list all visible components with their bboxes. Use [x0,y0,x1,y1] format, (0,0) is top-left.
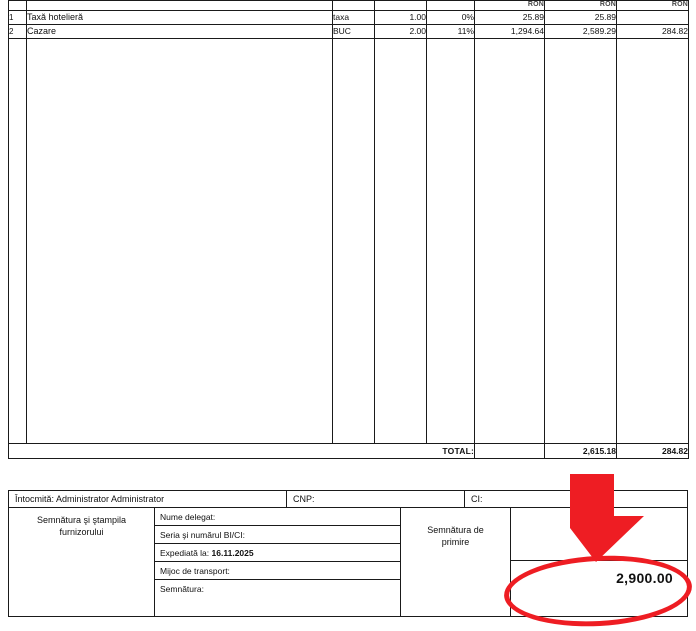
header-blank-qty [374,0,427,11]
empty-um [332,38,375,444]
supplier-signature-line1: Semnătura şi ştampila [36,515,127,525]
row-quantity: 1.00 [374,10,427,25]
total-divider [511,560,687,561]
empty-vat [616,38,689,444]
intocmita-cell: Întocmită: Administrator Administrator [9,491,287,507]
receipt-signature-line2: primire [441,537,470,547]
total-spacer [474,443,545,459]
row-quantity: 2.00 [374,24,427,39]
delegate-shipped-row: Expediată la: 16.11.2025 [155,544,400,562]
empty-qty [374,38,427,444]
intocmita-value: Administrator Administrator [56,494,165,504]
invoice-footer: Întocmită: Administrator Administrator C… [8,490,688,617]
total-payment-amount: 2,900.00 [616,570,673,586]
invoice-items-section: RON RON RON 1 Taxă hotelieră taxa 1.00 0… [8,0,689,459]
header-blank-desc [26,0,333,11]
empty-tva [426,38,475,444]
row-vat-value [616,10,689,25]
row-unit-price: 1,294.64 [474,24,545,39]
cnp-cell: CNP: [287,491,465,507]
empty-value [544,38,617,444]
table-row: 2 Cazare BUC 2.00 11% 1,294.64 2,589.29 … [8,24,689,39]
supplier-signature-line2: furnizorului [59,527,104,537]
empty-price [474,38,545,444]
intocmita-label: Întocmită: [15,494,55,504]
table-currency-header-row: RON RON RON [8,0,689,11]
footer-top-row: Întocmită: Administrator Administrator C… [9,491,687,508]
table-empty-space [8,38,689,444]
receipt-signature-line1: Semnătura de [427,525,484,535]
row-value: 25.89 [544,10,617,25]
row-description: Cazare [26,24,333,39]
row-value: 2,589.29 [544,24,617,39]
total-vat-value: 284.82 [616,443,689,459]
total-caption-line1: Total plată [578,521,620,531]
header-currency-value: RON [544,0,617,11]
header-blank-um [332,0,375,11]
supplier-signature-cell: Semnătura şi ştampila furnizorului [9,508,155,617]
ci-cell: CI: [471,494,483,504]
row-vat-value: 284.82 [616,24,689,39]
delegate-name-row: Nume delegat: [155,508,400,526]
footer-body-row: Semnătura şi ştampila furnizorului Nume … [9,508,687,617]
row-vat-rate: 0% [426,10,475,25]
total-payment-caption: Total plată -RON- [511,508,687,544]
empty-nr [8,38,27,444]
total-label: TOTAL: [8,443,475,459]
row-nr: 2 [8,24,27,39]
delegate-id-row: Seria şi numărul BI/CI: [155,526,400,544]
shipped-label: Expediată la: [160,548,210,558]
row-um: taxa [332,10,375,25]
total-value: 2,615.18 [544,443,617,459]
row-unit-price: 25.89 [474,10,545,25]
header-currency-price: RON [474,0,545,11]
header-blank-nr [8,0,27,11]
delegate-transport-row: Mijoc de transport: [155,562,400,580]
row-vat-rate: 11% [426,24,475,39]
table-row: 1 Taxă hotelieră taxa 1.00 0% 25.89 25.8… [8,10,689,25]
header-currency-vat: RON [616,0,689,11]
empty-desc [26,38,333,444]
receipt-signature-cell: Semnătura de primire [401,508,511,617]
invoice-items-table: RON RON RON 1 Taxă hotelieră taxa 1.00 0… [8,0,689,459]
row-description: Taxă hotelieră [26,10,333,25]
total-payment-cell: Total plată -RON- 2,900.00 [511,508,687,617]
shipped-date: 16.11.2025 [211,548,254,558]
header-blank-tva [426,0,475,11]
delegate-fields: Nume delegat: Seria şi numărul BI/CI: Ex… [155,508,401,617]
row-um: BUC [332,24,375,39]
table-total-row: TOTAL: 2,615.18 284.82 [8,443,689,459]
delegate-signature-row: Semnătura: [160,584,204,594]
row-nr: 1 [8,10,27,25]
total-caption-line2: -RON- [586,533,612,543]
